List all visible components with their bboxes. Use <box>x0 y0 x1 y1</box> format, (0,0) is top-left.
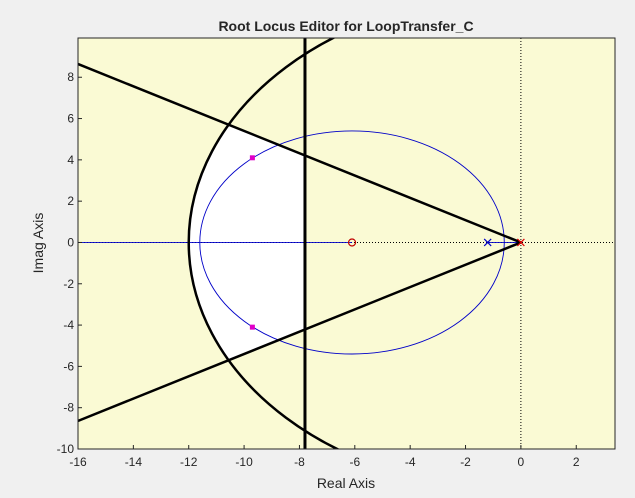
x-tick-label: 0 <box>518 455 525 469</box>
x-tick-label: -6 <box>349 455 360 469</box>
natural-frequency-circle <box>187 38 341 449</box>
open-loop-zero <box>347 238 357 247</box>
damping-line-lower <box>78 241 522 423</box>
y-tick-label: -6 <box>63 359 74 373</box>
y-tick-label: 4 <box>67 153 74 167</box>
x-tick-label: -8 <box>294 455 305 469</box>
y-tick-label: -8 <box>63 401 74 415</box>
y-tick-label: 6 <box>67 112 74 126</box>
x-tick-label: -16 <box>69 455 87 469</box>
y-tick-label: -2 <box>63 277 74 291</box>
damping-line-upper <box>78 62 522 244</box>
open-loop-pole <box>483 238 492 247</box>
y-tick-label: 0 <box>67 235 74 249</box>
x-tick-label: -4 <box>405 455 416 469</box>
closed-loop-pole <box>249 155 255 161</box>
open-loop-pole <box>516 238 525 247</box>
closed-loop-pole <box>249 324 255 330</box>
x-tick-label: -12 <box>180 455 198 469</box>
y-tick-label: 2 <box>67 194 74 208</box>
x-tick-label: -2 <box>460 455 471 469</box>
y-tick-label: -4 <box>63 318 74 332</box>
chart-title: Root Locus Editor for LoopTransfer_C <box>218 18 473 34</box>
y-tick-label: -10 <box>57 442 75 456</box>
plot-area[interactable] <box>78 38 615 449</box>
plot-frame <box>77 37 616 450</box>
x-tick-label: -10 <box>235 455 253 469</box>
y-axis-label: Imag Axis <box>30 213 46 274</box>
x-tick-label: 2 <box>573 455 580 469</box>
x-axis-label: Real Axis <box>317 475 375 491</box>
x-tick-label: -14 <box>125 455 143 469</box>
y-tick-label: 8 <box>67 70 74 84</box>
